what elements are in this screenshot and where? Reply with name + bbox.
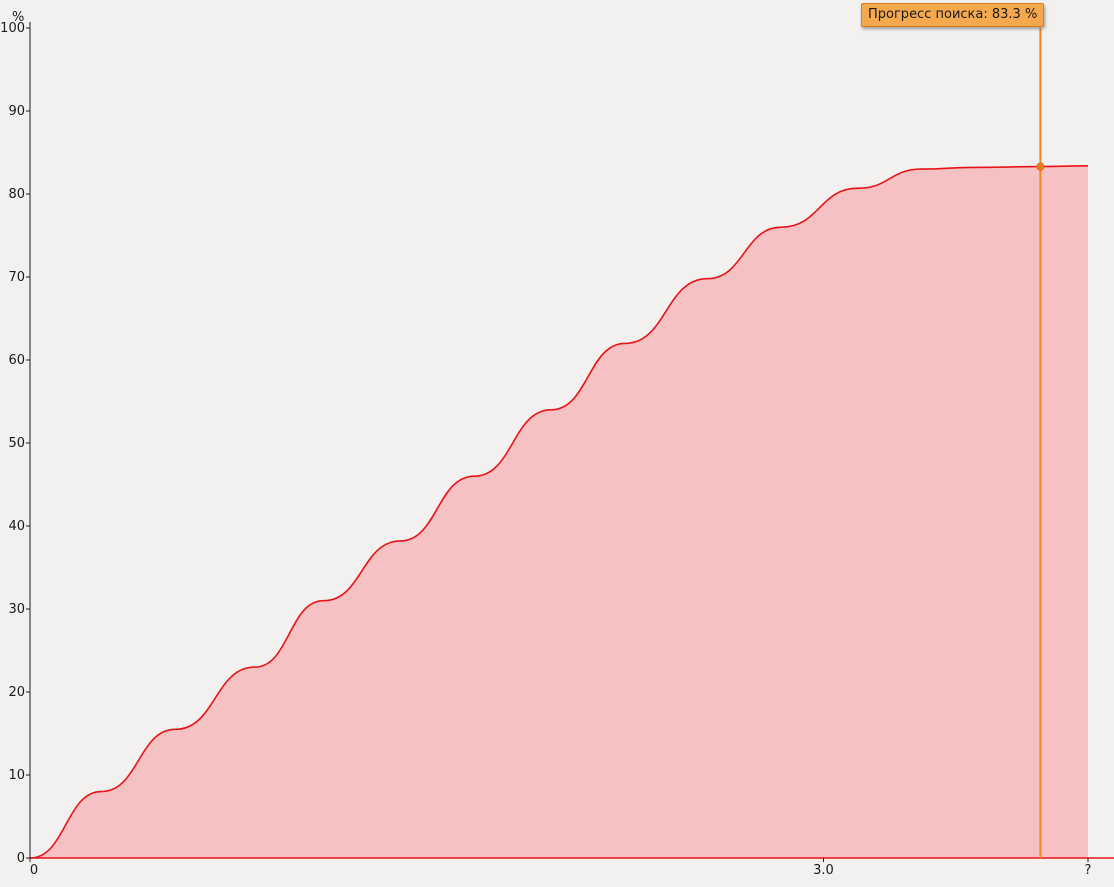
y-tick-label-90: 90 <box>8 104 25 119</box>
progress-tooltip: Прогресс поиска: 83.3 % <box>861 3 1045 27</box>
y-unit-label: % <box>12 10 24 25</box>
y-tick-label-80: 80 <box>8 187 25 202</box>
y-tick-label-30: 30 <box>8 602 25 617</box>
series-line-0 <box>29 164 1089 859</box>
cursor-layer[interactable] <box>1036 28 1045 858</box>
x-tick-label-1: 3.0 <box>813 863 834 878</box>
axes-layer: 0 10 20 30 40 50 60 70 80 90 100% 0 3.0? <box>0 10 1114 878</box>
x-tick-label-0: 0 <box>30 863 38 878</box>
x-tick-label-2: ? <box>1085 863 1092 878</box>
y-tick-label-20: 20 <box>8 685 25 700</box>
y-tick-label-40: 40 <box>8 519 25 534</box>
cursor-point[interactable] <box>1036 162 1045 171</box>
y-tick-label-70: 70 <box>8 270 25 285</box>
area-layer <box>29 164 1089 859</box>
series-area-0 <box>30 165 1088 858</box>
y-tick-label-50: 50 <box>8 436 25 451</box>
y-tick-label-60: 60 <box>8 353 25 368</box>
y-tick-label-100: 100 <box>0 21 25 36</box>
y-tick-label-0: 0 <box>17 851 25 866</box>
y-tick-label-10: 10 <box>8 768 25 783</box>
